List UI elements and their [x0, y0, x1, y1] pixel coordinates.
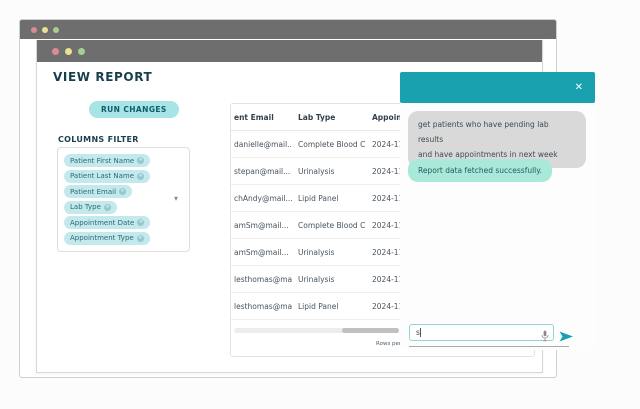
columns-filter-panel: Patient First Name ✕ Patient Last Name ✕…	[57, 147, 190, 252]
cell-lab-type: Complete Blood C...	[298, 220, 366, 230]
text-cursor	[420, 328, 422, 337]
window-minimize-dot-icon[interactable]	[65, 47, 72, 55]
cell-appointment-date: 2024-11	[372, 220, 404, 230]
cell-lab-type: Urinalysis	[298, 247, 335, 257]
filter-chip-patient-email[interactable]: Patient Email ✕	[64, 185, 133, 198]
chip-label: Patient First Name	[70, 156, 135, 165]
chat-input-divider	[409, 346, 569, 347]
table-row: danielle@mail... Complete Blood C... 202…	[231, 131, 534, 158]
chip-label: Patient Last Name	[70, 172, 135, 180]
chip-remove-icon[interactable]: ✕	[103, 203, 111, 211]
filter-chip-appointment-type[interactable]: Appointment Type ✕	[64, 231, 150, 245]
chat-message-bot: Report data fetched successfully.	[408, 159, 553, 182]
window-maximize-dot-icon[interactable]	[78, 47, 85, 55]
cell-patient-email: danielle@mail...	[234, 139, 292, 149]
filter-chip-lab-type[interactable]: Lab Type ✕	[64, 200, 117, 214]
cell-patient-email: stepan@mail...	[234, 166, 291, 176]
filter-chip-appointment-date[interactable]: Appointment Date ✕	[64, 216, 151, 229]
run-changes-button[interactable]: RUN CHANGES	[89, 101, 179, 118]
chip-label: Appointment Date	[70, 218, 135, 227]
chat-panel-header: ✕	[400, 72, 595, 103]
chat-input[interactable]: s	[409, 324, 554, 341]
microphone-icon[interactable]	[541, 327, 549, 346]
table-row: amSm@mail... Complete Blood C... 2024-11	[231, 212, 534, 239]
inner-window-titlebar	[37, 40, 542, 62]
cell-patient-email: chAndy@mail...	[234, 193, 292, 203]
chip-label: Appointment Type	[70, 234, 134, 242]
chip-remove-icon[interactable]: ✕	[119, 188, 127, 195]
outer-window-titlebar	[20, 20, 556, 39]
column-header-lab-type: Lab Type	[292, 113, 366, 122]
cell-appointment-date: 2024-11	[372, 301, 404, 311]
send-icon[interactable]	[559, 327, 574, 346]
cell-lab-type: Complete Blood C...	[298, 139, 366, 149]
filter-chip-patient-last-name[interactable]: Patient Last Name ✕	[64, 169, 151, 183]
table-row: chAndy@mail... Lipid Panel 2024-11	[231, 185, 534, 212]
chip-label: Lab Type	[70, 203, 101, 211]
cell-patient-email: lesthomas@ma...	[234, 301, 292, 311]
window-close-dot-icon[interactable]	[31, 26, 37, 33]
close-icon[interactable]: ✕	[574, 82, 583, 93]
chip-remove-icon[interactable]: ✕	[137, 219, 145, 226]
chip-remove-icon[interactable]: ✕	[136, 234, 144, 242]
cell-patient-email: lesthomas@ma...	[234, 274, 292, 284]
cell-appointment-date: 2024-11	[372, 274, 404, 284]
cell-appointment-date: 2024-11	[372, 193, 404, 203]
chat-input-value: s	[416, 328, 420, 337]
cell-appointment-date: 2024-11	[372, 247, 404, 257]
cell-lab-type: Lipid Panel	[298, 301, 339, 311]
table-row: lesthomas@ma... Urinalysis 2024-11	[231, 266, 534, 293]
column-header-patient-email: ent Email	[234, 112, 274, 122]
filter-chip-patient-first-name[interactable]: Patient First Name ✕	[64, 154, 151, 167]
window-maximize-dot-icon[interactable]	[53, 26, 59, 33]
chat-panel: ✕ get patients who have pending lab resu…	[400, 72, 595, 350]
cell-patient-email: amSm@mail...	[234, 220, 289, 230]
chip-label: Patient Email	[70, 187, 117, 196]
chip-remove-icon[interactable]: ✕	[137, 172, 145, 180]
chat-message-line: get patients who have pending lab result…	[418, 120, 549, 144]
window-close-dot-icon[interactable]	[52, 47, 59, 55]
chat-message-user: get patients who have pending lab result…	[408, 111, 586, 168]
chevron-down-icon[interactable]: ▾	[174, 194, 179, 203]
cell-patient-email: amSm@mail...	[234, 247, 289, 257]
scrollbar-thumb[interactable]	[342, 328, 399, 333]
chat-message-line: and have appointments in next week	[418, 150, 558, 159]
cell-lab-type: Urinalysis	[298, 166, 335, 176]
cell-lab-type: Lipid Panel	[298, 193, 339, 203]
chip-remove-icon[interactable]: ✕	[137, 157, 145, 164]
page-title: VIEW REPORT	[53, 70, 153, 84]
cell-lab-type: Urinalysis	[298, 274, 335, 284]
table-header-row: ent Email Lab Type Appoint	[231, 104, 534, 131]
rows-per-page-label: Rows per p	[376, 341, 407, 347]
column-header-appointment-date: Appoint	[366, 113, 534, 122]
cell-appointment-date: 2024-11	[372, 166, 404, 176]
table-row: lesthomas@ma... Lipid Panel 2024-11	[231, 293, 534, 320]
window-minimize-dot-icon[interactable]	[42, 26, 48, 33]
horizontal-scrollbar[interactable]	[234, 328, 399, 333]
cell-appointment-date: 2024-11	[372, 139, 404, 149]
table-row: stepan@mail... Urinalysis 2024-11	[231, 158, 534, 185]
table-row: amSm@mail... Urinalysis 2024-11	[231, 239, 534, 266]
columns-filter-label: COLUMNS FILTER	[58, 135, 139, 144]
